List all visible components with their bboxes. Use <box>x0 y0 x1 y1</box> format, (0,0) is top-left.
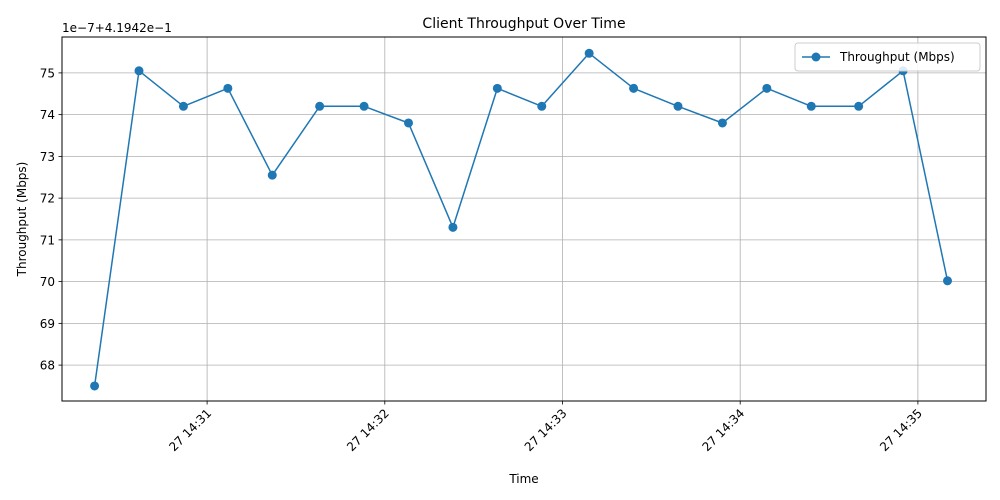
grid-lines <box>62 37 986 401</box>
y-tick-label: 68 <box>40 359 55 373</box>
data-point <box>448 222 458 232</box>
x-tick-label: 27 14:34 <box>699 406 747 454</box>
data-point <box>717 118 727 128</box>
data-point <box>673 101 683 111</box>
y-tick-label: 74 <box>40 108 55 122</box>
data-point <box>404 118 413 128</box>
y-tick-label: 73 <box>40 150 55 164</box>
legend-point-marker <box>811 52 821 62</box>
y-tick-label: 69 <box>40 317 55 331</box>
data-point <box>492 83 502 93</box>
y-axis-offset-label: 1e−7+4.1942e−1 <box>62 21 172 35</box>
data-point <box>90 381 100 391</box>
data-point <box>267 170 277 180</box>
data-point <box>584 48 594 58</box>
y-axis-label: Throughput (Mbps) <box>15 162 29 278</box>
x-tick-label: 27 14:35 <box>877 406 925 454</box>
legend: Throughput (Mbps) <box>794 42 981 72</box>
data-point <box>806 101 816 111</box>
y-tick-label: 71 <box>40 233 55 247</box>
series-line <box>93 52 949 387</box>
x-tick-label: 27 14:31 <box>166 406 214 454</box>
data-point <box>537 101 547 111</box>
x-tick-label: 27 14:32 <box>344 406 392 454</box>
data-point <box>943 276 952 286</box>
series-layer <box>90 48 952 391</box>
plot-area-frame <box>61 36 987 402</box>
y-tick-label: 72 <box>40 192 55 206</box>
x-tick-label: 27 14:33 <box>522 406 570 454</box>
y-tick-label: 75 <box>40 66 55 80</box>
y-tick-label: 70 <box>40 275 55 289</box>
x-axis-ticks: 27 14:31 27 14:32 27 14:33 27 14:34 27 14:35 <box>166 401 925 454</box>
data-point <box>134 66 144 76</box>
data-point <box>854 101 864 111</box>
legend-box <box>794 42 981 72</box>
data-point <box>359 101 369 111</box>
chart-title: Client Throughput Over Time <box>422 16 625 32</box>
y-axis-ticks: 68 69 70 71 72 73 74 75 <box>40 66 62 373</box>
data-point <box>223 83 233 93</box>
data-point <box>629 83 639 93</box>
legend-label: Throughput (Mbps) <box>839 50 955 64</box>
x-axis-label: Time <box>508 472 538 486</box>
data-point <box>178 101 188 111</box>
data-point <box>315 101 325 111</box>
data-point <box>762 83 772 93</box>
